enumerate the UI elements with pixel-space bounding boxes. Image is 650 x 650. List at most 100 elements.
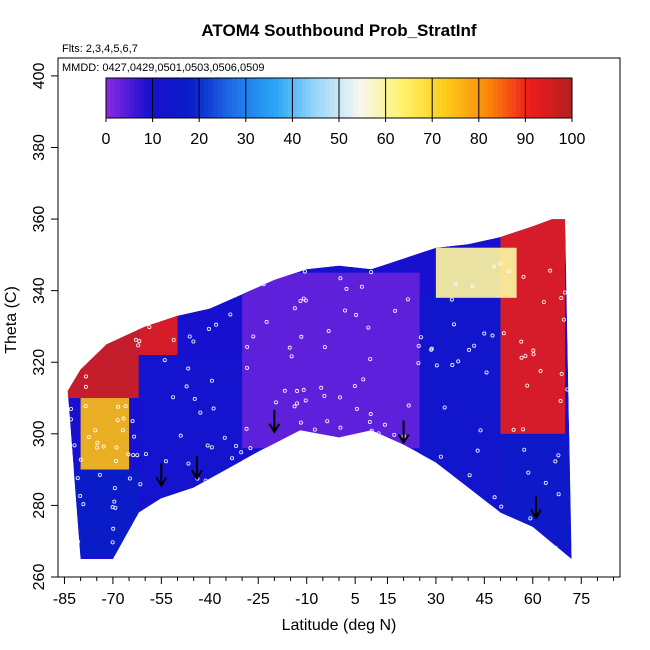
colorbar-tick-label: 80 [470,131,488,148]
observation-point [237,538,242,543]
observation-point [108,294,113,299]
observation-point [316,474,321,479]
observation-point [248,446,253,451]
observation-point [190,293,195,298]
observation-point [368,357,373,362]
observation-point [307,262,312,267]
colorbar-segment [492,78,498,118]
observation-point [523,353,528,358]
observation-point [405,502,410,507]
observation-point [95,440,100,445]
observation-point [525,383,530,388]
colorbar-segment [464,78,470,118]
observation-point [198,410,203,415]
y-tick-label: 400 [31,62,48,89]
observation-point [289,354,294,359]
observation-point [302,545,307,550]
observation-point [323,479,328,484]
colorbar-segment [399,78,405,118]
observation-point [113,458,118,463]
observation-point [522,447,527,452]
observation-point [112,486,117,491]
observation-point [209,378,214,383]
observation-point [402,544,407,549]
colorbar-segment [129,78,135,118]
colorbar-segment [124,78,130,118]
observation-point [274,400,279,405]
x-tick-label: -70 [101,591,124,608]
colorbar-segment [376,78,382,118]
observation-point [309,478,314,483]
colorbar-segment [525,78,531,118]
colorbar-tick-label: 30 [237,131,255,148]
observation-point [205,443,210,448]
observation-point [77,321,82,326]
observation-point [387,521,392,526]
probability-field [67,219,572,560]
flights-subtitle: Flts: 2,3,4,5,6,7 [62,43,138,55]
observation-point [359,484,364,489]
observation-point [123,404,128,409]
x-axis-label: Latitude (deg N) [282,617,397,634]
observation-point [526,470,531,475]
observation-point [380,512,385,517]
observation-point [110,540,115,545]
field-region-6 [419,290,501,506]
observation-point [86,434,91,439]
observation-point [155,264,160,269]
observation-point [411,501,416,506]
x-tick-label: -55 [150,591,173,608]
observation-point [338,425,343,430]
observation-point [114,445,119,450]
tropopause-arrow-4 [530,495,542,520]
colorbar-segment [343,78,349,118]
observation-point [282,481,287,486]
colorbar-segment [306,78,312,118]
observation-point [338,276,343,281]
observation-point [556,492,561,497]
observation-point [239,450,244,455]
colorbar-segment [450,78,456,118]
colorbar-segment [119,78,126,118]
observation-point [245,266,250,271]
observation-point [334,478,339,483]
colorbar-segment [474,78,480,118]
observation-point [262,520,267,525]
observation-point [115,418,120,423]
colorbar-segment [534,78,540,118]
tropopause-arrow-1 [191,456,203,481]
observation-point [319,385,324,390]
colorbar-segment [357,78,363,118]
observation-point [411,465,416,470]
observation-point [154,545,159,550]
observation-point [482,331,487,336]
observation-point [521,274,526,279]
observation-point [292,404,297,409]
y-tick-label: 300 [31,420,48,447]
observation-point [492,495,497,500]
observation-point [70,266,75,271]
observation-point [392,432,397,437]
observation-point [450,363,455,368]
observation-point [491,264,496,269]
observation-point [111,526,116,531]
observation-point [418,335,423,340]
colorbar-tick-label: 0 [102,131,111,148]
colorbar-segment [408,78,415,118]
observation-point [561,317,566,322]
observation-point [538,369,543,374]
colorbar-segment [418,78,424,118]
observation-point [354,313,359,318]
observation-point [321,531,326,536]
observation-point [528,516,533,521]
colorbar-segment [352,78,359,118]
observation-point [130,288,135,293]
observation-point [478,428,483,433]
observation-point [448,508,453,513]
colorbar-segment [273,78,279,118]
observation-point [132,434,137,439]
colorbar-segment [194,78,200,118]
observation-point [369,270,374,275]
observation-point [234,444,239,449]
observation-point [224,286,229,291]
